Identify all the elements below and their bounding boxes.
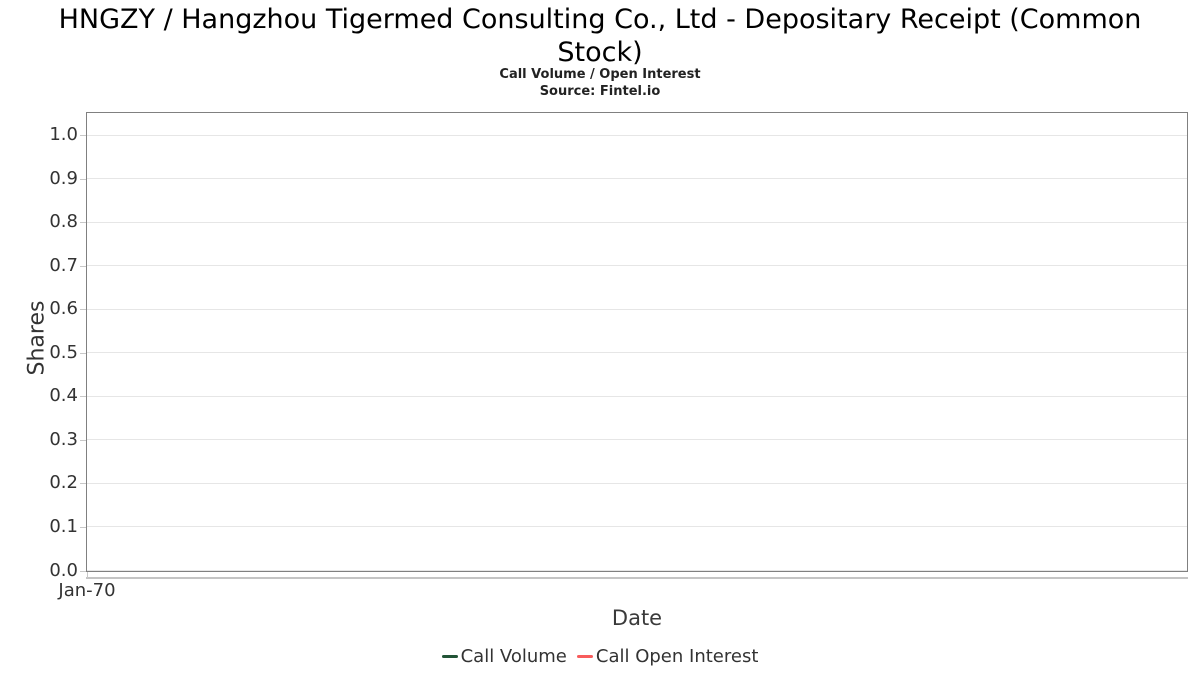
chart-subtitle: Call Volume / Open Interest bbox=[499, 67, 701, 82]
y-gridline bbox=[87, 134, 1187, 136]
y-tick-mark bbox=[80, 135, 86, 137]
y-tick-mark bbox=[80, 483, 86, 485]
y-tick-mark bbox=[80, 396, 86, 398]
y-tick-mark bbox=[80, 178, 86, 180]
y-tick-mark bbox=[80, 570, 86, 572]
x-axis-title: Date bbox=[611, 606, 663, 630]
y-tick-label: 0.5 bbox=[49, 341, 78, 363]
legend-swatch-icon bbox=[576, 655, 593, 658]
y-tick-label: 0.3 bbox=[49, 428, 78, 450]
legend-item-call-open-interest[interactable]: Call Open Interest bbox=[576, 646, 759, 667]
y-tick-label: 1.0 bbox=[49, 124, 78, 146]
x-axis-line bbox=[86, 577, 1188, 579]
legend-label: Call Volume bbox=[460, 646, 567, 667]
y-tick-label: 0.6 bbox=[49, 298, 78, 320]
y-gridline bbox=[87, 482, 1187, 484]
y-tick-label: 0.1 bbox=[49, 515, 78, 537]
x-tick-mark bbox=[87, 572, 88, 578]
y-tick-mark bbox=[80, 309, 86, 311]
y-tick-label: 0.8 bbox=[49, 211, 78, 233]
plot-area bbox=[86, 112, 1188, 572]
y-tick-label: 0.7 bbox=[49, 254, 78, 276]
legend: Call Volume Call Open Interest bbox=[0, 646, 1200, 667]
y-tick-mark bbox=[80, 526, 86, 528]
y-tick-mark bbox=[80, 265, 86, 267]
y-tick-label: 0.2 bbox=[49, 472, 78, 494]
y-tick-label: 0.0 bbox=[49, 559, 78, 581]
y-tick-mark bbox=[80, 439, 86, 441]
y-tick-mark bbox=[80, 352, 86, 354]
chart-title: HNGZY / Hangzhou Tigermed Consulting Co.… bbox=[58, 4, 1142, 68]
legend-swatch-icon bbox=[441, 655, 458, 658]
y-gridline bbox=[87, 308, 1187, 310]
y-gridline bbox=[87, 178, 1187, 180]
y-gridline bbox=[87, 265, 1187, 267]
y-gridline bbox=[87, 570, 1187, 571]
y-gridline bbox=[87, 439, 1187, 441]
y-gridline bbox=[87, 221, 1187, 223]
legend-item-call-volume[interactable]: Call Volume bbox=[441, 646, 567, 667]
chart-source: Source: Fintel.io bbox=[539, 84, 661, 99]
y-tick-label: 0.4 bbox=[49, 385, 78, 407]
y-gridline bbox=[87, 352, 1187, 354]
y-tick-label: 0.9 bbox=[49, 167, 78, 189]
y-axis-title: Shares bbox=[24, 300, 50, 376]
y-tick-mark bbox=[80, 222, 86, 224]
y-gridline bbox=[87, 395, 1187, 397]
x-tick-label: Jan-70 bbox=[58, 580, 116, 601]
legend-label: Call Open Interest bbox=[595, 646, 759, 667]
y-gridline bbox=[87, 526, 1187, 528]
